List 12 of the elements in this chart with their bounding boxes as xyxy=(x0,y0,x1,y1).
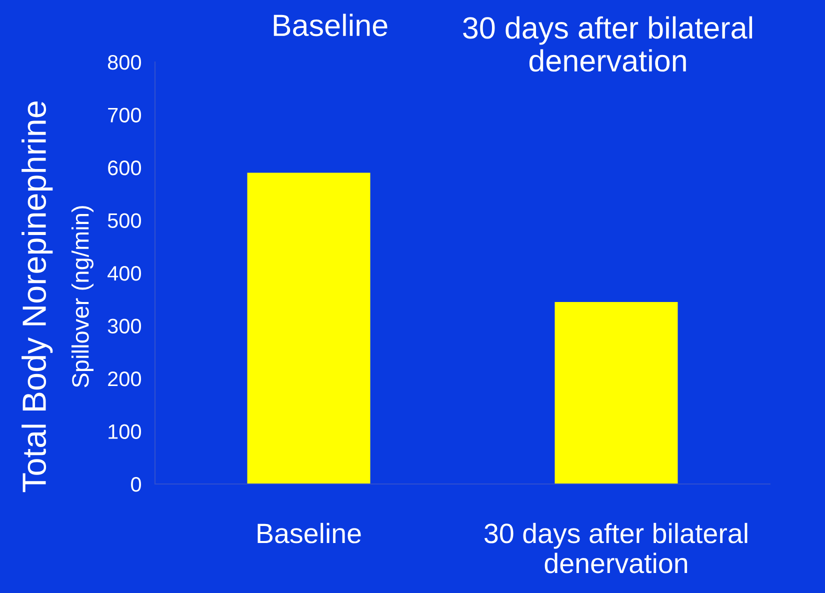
y-tick-label: 700 xyxy=(108,108,141,123)
y-tick-label: 0 xyxy=(131,477,141,492)
y-tick-label: 200 xyxy=(108,372,141,386)
y-axis-title: Total Body Norepinephrine Spillover (ng/min) xyxy=(22,102,94,492)
y-tick-label: 600 xyxy=(108,160,141,176)
annotation: 30 days after bilateral denervation xyxy=(463,16,752,72)
y-tick-label: 100 xyxy=(108,424,141,440)
text: Baseline xyxy=(274,14,388,36)
y-tick-label: 400 xyxy=(108,266,141,281)
y-tick-label: 800 xyxy=(108,55,141,70)
y-tick-label: 500 xyxy=(108,213,141,228)
y-tick-label: 300 xyxy=(108,318,141,334)
